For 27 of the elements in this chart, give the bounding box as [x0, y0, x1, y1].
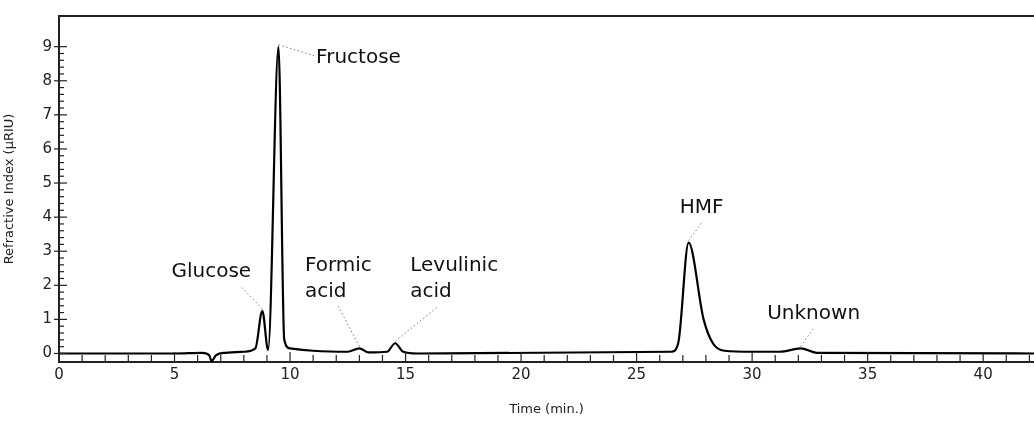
x-tick-label: 15: [396, 364, 416, 383]
annotation: Levulinic acid: [410, 252, 499, 303]
x-tick-label: 10: [280, 364, 300, 383]
x-tick-label: 35: [858, 364, 878, 383]
y-tick-label: 5: [42, 172, 52, 191]
x-tick-label: 20: [511, 364, 531, 383]
y-tick-label: 1: [42, 309, 52, 328]
annotation: Glucose: [171, 258, 252, 283]
y-tick-label: 0: [42, 343, 52, 362]
y-tick-label: 6: [42, 138, 52, 157]
y-tick-label: 8: [42, 70, 52, 89]
y-tick-label: 4: [42, 207, 52, 226]
annotation: HMF: [679, 193, 724, 218]
y-axis-title: Refractive Index (µRIU): [1, 113, 17, 265]
annotation: Fructose: [316, 43, 401, 68]
x-tick-label: 5: [169, 364, 180, 383]
x-tick-label: 25: [627, 364, 647, 383]
y-tick-label: 7: [42, 104, 52, 123]
x-tick-label: 40: [973, 364, 993, 383]
annotation: Formic acid: [304, 251, 372, 302]
x-tick-label: 0: [54, 364, 64, 383]
y-tick-label: 3: [42, 241, 52, 260]
annotation: Unknown: [767, 299, 861, 324]
y-tick-label: 2: [42, 275, 52, 294]
x-tick-label: 30: [742, 364, 762, 383]
y-tick-label: 9: [42, 36, 52, 55]
x-axis-title: Time (min.): [508, 400, 584, 416]
